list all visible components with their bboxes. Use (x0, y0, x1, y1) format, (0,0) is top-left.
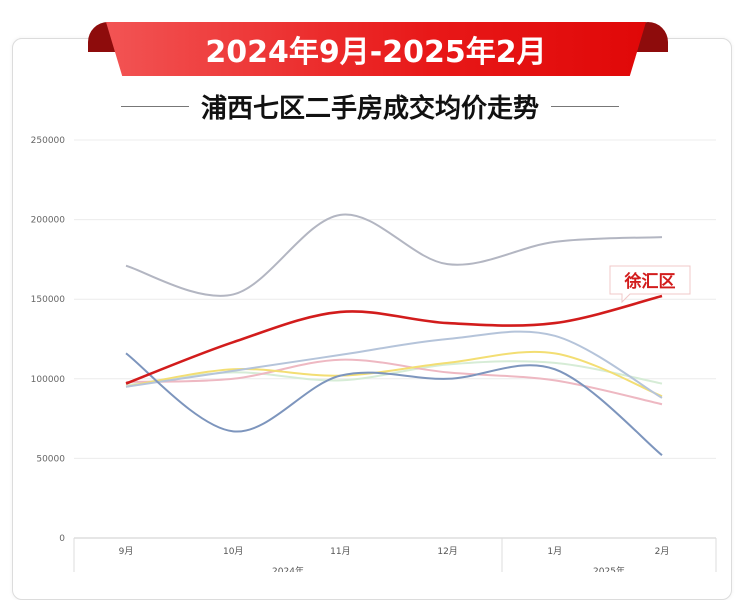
date-range-ribbon: 2024年9月-2025年2月 (106, 22, 646, 76)
line-chart: 0 50000 100000 150000 200000 250000 9月 10月 11月 12… (31, 136, 717, 572)
y-tick-label: 200000 (31, 216, 66, 226)
series-line-6 (125, 294, 663, 385)
x-tick-label: 9月 (119, 546, 134, 557)
chart-card (12, 38, 732, 600)
series-line-2 (125, 358, 663, 406)
x-tick-label: 2月 (655, 546, 670, 557)
highlight-label: 徐汇区 (624, 271, 676, 292)
title-divider-right (551, 106, 619, 107)
chart-title: 浦西七区二手房成交均价走势 (0, 88, 740, 125)
chart-title-text: 浦西七区二手房成交均价走势 (200, 94, 539, 124)
series-line-5 (125, 352, 663, 456)
x-tick-label: 1月 (547, 546, 562, 557)
series-line-3 (125, 350, 663, 398)
y-tick-label: 250000 (31, 136, 66, 146)
y-tick-label: 50000 (36, 454, 65, 464)
series-line-0 (125, 213, 663, 297)
series-line-4 (125, 330, 663, 399)
x-tick-label: 10月 (223, 546, 243, 557)
x-tick-label: 11月 (330, 546, 350, 557)
y-tick-label: 0 (59, 534, 65, 544)
year-group-label: 2025年 (593, 565, 625, 572)
y-tick-label: 150000 (31, 295, 66, 305)
x-tick-label: 12月 (437, 546, 457, 557)
date-range: 2024年9月-2025年2月 (205, 35, 547, 70)
title-divider-left (120, 106, 189, 107)
y-tick-label: 100000 (31, 375, 66, 385)
highlight-label-box (609, 265, 691, 304)
year-group-label: 2024年 (272, 565, 304, 572)
